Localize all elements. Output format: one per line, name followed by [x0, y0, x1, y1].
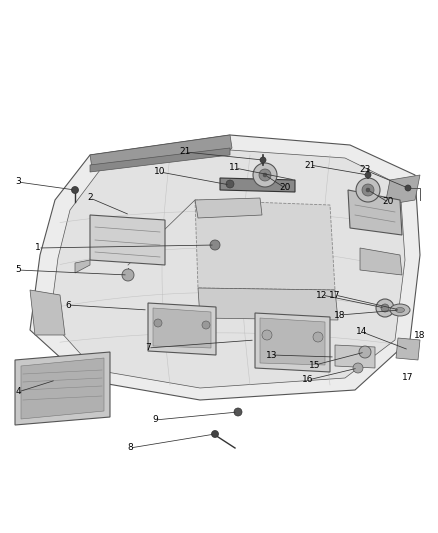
Polygon shape	[360, 248, 402, 275]
Circle shape	[356, 178, 380, 202]
Text: 10: 10	[154, 167, 166, 176]
Polygon shape	[385, 175, 420, 205]
Polygon shape	[396, 338, 420, 360]
Circle shape	[122, 269, 134, 281]
Text: 8: 8	[127, 443, 133, 453]
Text: 5: 5	[15, 265, 21, 274]
Circle shape	[362, 184, 374, 196]
Polygon shape	[21, 358, 104, 419]
Text: 6: 6	[65, 301, 71, 310]
Circle shape	[259, 169, 271, 181]
Circle shape	[376, 299, 394, 317]
Polygon shape	[75, 260, 90, 273]
Circle shape	[263, 173, 267, 177]
Polygon shape	[198, 288, 338, 320]
Text: 13: 13	[266, 351, 278, 359]
Polygon shape	[195, 198, 262, 218]
Circle shape	[359, 346, 371, 358]
Text: 16: 16	[302, 376, 314, 384]
Polygon shape	[153, 308, 211, 348]
Text: 1: 1	[35, 244, 41, 253]
Polygon shape	[90, 215, 165, 265]
Polygon shape	[15, 352, 110, 425]
Circle shape	[262, 330, 272, 340]
Polygon shape	[260, 318, 325, 365]
Circle shape	[212, 431, 219, 438]
Polygon shape	[255, 313, 330, 372]
Polygon shape	[348, 190, 402, 235]
Ellipse shape	[390, 304, 410, 316]
Circle shape	[366, 188, 370, 192]
Text: 7: 7	[145, 343, 151, 352]
Circle shape	[313, 332, 323, 342]
Circle shape	[226, 180, 234, 188]
Circle shape	[210, 240, 220, 250]
Text: 20: 20	[382, 198, 394, 206]
Polygon shape	[30, 290, 65, 335]
Circle shape	[71, 187, 78, 193]
Circle shape	[405, 185, 411, 191]
Text: 12: 12	[316, 290, 328, 300]
Text: 20: 20	[279, 183, 291, 192]
Text: 15: 15	[309, 360, 321, 369]
Text: 21: 21	[179, 148, 191, 157]
Text: 9: 9	[152, 416, 158, 424]
Circle shape	[202, 321, 210, 329]
Text: 2: 2	[87, 193, 93, 203]
Text: 4: 4	[15, 387, 21, 397]
Circle shape	[253, 163, 277, 187]
Polygon shape	[30, 135, 420, 400]
Polygon shape	[148, 303, 216, 355]
Polygon shape	[90, 148, 230, 172]
Polygon shape	[335, 345, 375, 368]
Circle shape	[381, 304, 389, 312]
Text: 17: 17	[402, 374, 414, 383]
Circle shape	[260, 157, 266, 163]
Text: 17: 17	[329, 290, 341, 300]
Ellipse shape	[396, 308, 405, 312]
Text: 3: 3	[15, 177, 21, 187]
Polygon shape	[195, 200, 335, 290]
Circle shape	[154, 319, 162, 327]
Text: 23: 23	[359, 166, 371, 174]
Polygon shape	[50, 150, 405, 388]
Circle shape	[365, 172, 371, 178]
Circle shape	[234, 408, 242, 416]
Text: 11: 11	[229, 164, 241, 173]
Text: 18: 18	[334, 311, 346, 319]
Polygon shape	[90, 135, 232, 168]
Text: 18: 18	[414, 330, 426, 340]
Text: 14: 14	[356, 327, 367, 336]
Polygon shape	[220, 178, 295, 192]
Text: 21: 21	[304, 160, 316, 169]
Circle shape	[353, 363, 363, 373]
